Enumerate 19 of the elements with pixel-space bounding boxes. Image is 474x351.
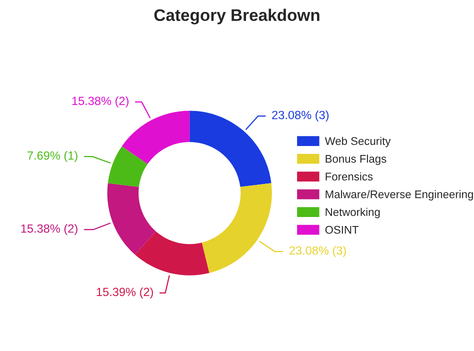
data-label: 15.39% (2) [96, 287, 153, 298]
legend-label: Networking [326, 208, 380, 218]
donut-slice [190, 110, 272, 187]
data-label: 23.08% (3) [272, 110, 329, 122]
donut-slice [107, 183, 156, 255]
donut-slice [122, 110, 190, 164]
data-label: 7.69% (1) [28, 151, 78, 162]
donut-slice [202, 183, 272, 273]
donut-slice [108, 146, 148, 187]
legend-label: Forensics [326, 172, 373, 180]
data-label: 15.38% (2) [72, 96, 128, 108]
legend-label: OSINT [325, 226, 359, 234]
donut-slice [135, 231, 210, 276]
data-label: 15.38% (2) [21, 224, 78, 236]
legend-label: Web Security [324, 136, 391, 148]
data-label: 23.08% (3) [290, 246, 346, 258]
legend-label: Malware/Reverse Engineering [326, 190, 473, 200]
chart-title: Category Breakdown [154, 8, 320, 24]
legend-label: Bonus Flags [326, 154, 386, 165]
